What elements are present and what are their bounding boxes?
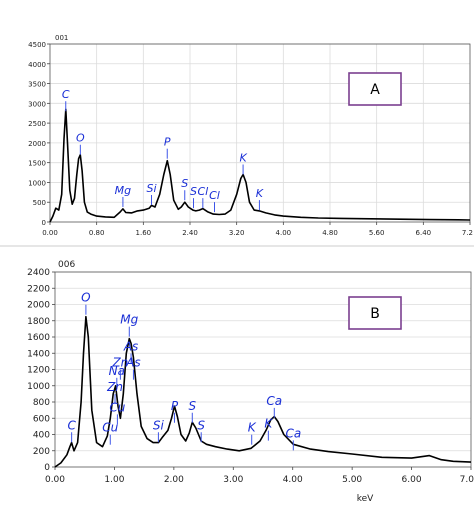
peak-label-zn: Zn bbox=[106, 380, 123, 394]
peak-label-cl: Cl bbox=[209, 189, 220, 202]
peak-label-k: K bbox=[264, 417, 273, 431]
x-tick-label: 1.60 bbox=[136, 229, 152, 237]
y-tick-label: 3500 bbox=[28, 81, 46, 89]
peak-label-zn: Zn bbox=[111, 356, 128, 370]
x-tick-label: 3.00 bbox=[223, 475, 243, 485]
x-tick-label: 4.00 bbox=[283, 475, 303, 485]
peak-label-as: As bbox=[123, 339, 138, 353]
x-tick-label: 4.00 bbox=[276, 229, 292, 237]
x-tick-label: 7.2 bbox=[462, 229, 473, 237]
x-tick-label: 7.0 bbox=[460, 475, 474, 485]
peak-label-k: K bbox=[248, 421, 257, 435]
y-tick-label: 3000 bbox=[28, 100, 46, 108]
y-tick-label: 0 bbox=[42, 219, 46, 227]
y-tick-label: 1200 bbox=[27, 366, 50, 376]
peak-label-c: C bbox=[67, 418, 76, 432]
y-tick-label: 2400 bbox=[27, 268, 50, 278]
peak-label-s: S bbox=[197, 418, 205, 432]
peak-label-s: S bbox=[190, 185, 197, 198]
y-tick-label: 0 bbox=[44, 463, 50, 473]
peak-label-o: O bbox=[81, 291, 90, 305]
y-tick-label: 2200 bbox=[27, 284, 50, 294]
y-tick-label: 4500 bbox=[28, 41, 46, 49]
peak-label-cu: Cu bbox=[102, 421, 118, 435]
spectrum-a-frame bbox=[49, 43, 471, 223]
y-tick-label: 800 bbox=[33, 398, 50, 408]
peak-label-o: O bbox=[76, 132, 85, 145]
spectrum-a-line bbox=[49, 108, 471, 223]
spectrum-b-y-ticks: 0 200 400 600 800 1000 1200 1400 1600 1800 2000 220… bbox=[27, 268, 55, 473]
peak-label-s: S bbox=[181, 177, 188, 190]
peak-label-si: Si bbox=[153, 418, 165, 432]
spectrum-a-x-ticks: 0.00 0.80 1.60 2.40 3.20 4.00 4.80 5.60 6.40 7.2 bbox=[42, 222, 473, 237]
spectrum-panel-a: 001 0 500 1000 1500 2000 2500 3000 3500 4000 4500… bbox=[28, 34, 473, 237]
peak-label-ca: Ca bbox=[285, 426, 301, 440]
peak-label-c: C bbox=[62, 88, 70, 101]
spectrum-panel-b: 006 0 200 400 600 800 1000 1200 1400 1600 1800 200… bbox=[27, 260, 474, 504]
peak-label-as: As bbox=[125, 356, 140, 370]
y-tick-label: 2000 bbox=[28, 140, 46, 148]
peak-label-mg: Mg bbox=[115, 184, 131, 197]
x-tick-label: 1.00 bbox=[104, 475, 124, 485]
x-tick-label: 4.80 bbox=[322, 229, 338, 237]
peak-label-cu: Cu bbox=[109, 400, 125, 414]
spectrum-a-header: 001 bbox=[55, 34, 68, 42]
y-tick-label: 200 bbox=[33, 447, 50, 457]
x-tick-label: 6.40 bbox=[416, 229, 432, 237]
spectrum-a-grid bbox=[50, 43, 470, 222]
y-tick-label: 1600 bbox=[27, 333, 50, 343]
y-tick-label: 1000 bbox=[27, 382, 50, 392]
spectrum-a-y-ticks: 0 500 1000 1500 2000 2500 3000 3500 4000 4500 bbox=[28, 41, 50, 227]
x-tick-label: 2.40 bbox=[182, 229, 198, 237]
y-tick-label: 500 bbox=[33, 199, 46, 207]
x-tick-label: 3.20 bbox=[229, 229, 245, 237]
x-tick-label: 0.00 bbox=[45, 475, 65, 485]
panel-b-label-box bbox=[348, 296, 402, 330]
peak-label-ca: Ca bbox=[266, 394, 282, 408]
spectrum-b-header: 006 bbox=[58, 260, 75, 270]
y-tick-label: 1800 bbox=[27, 317, 50, 327]
y-tick-label: 2000 bbox=[27, 301, 50, 311]
y-tick-label: 4000 bbox=[28, 61, 46, 69]
peak-label-na: Na bbox=[109, 364, 125, 378]
x-tick-label: 5.00 bbox=[342, 475, 362, 485]
peak-label-mg: Mg bbox=[120, 313, 138, 327]
peak-label-p: P bbox=[171, 399, 179, 413]
y-tick-label: 1500 bbox=[28, 160, 46, 168]
panel-b-label: B bbox=[370, 306, 380, 322]
y-tick-label: 400 bbox=[33, 431, 50, 441]
x-tick-label: 6.00 bbox=[402, 475, 422, 485]
x-tick-label: 0.80 bbox=[89, 229, 105, 237]
peak-label-cl: Cl bbox=[197, 185, 208, 198]
x-tick-label: 2.00 bbox=[164, 475, 184, 485]
x-tick-label: 5.60 bbox=[369, 229, 385, 237]
y-tick-label: 1400 bbox=[27, 349, 50, 359]
spectrum-b-line bbox=[54, 315, 472, 468]
y-tick-label: 1000 bbox=[28, 179, 46, 187]
spectrum-b-x-axis-label: keV bbox=[357, 494, 374, 504]
panel-a-label-box bbox=[348, 72, 402, 106]
spectrum-b-x-ticks: 0.00 1.00 2.00 3.00 4.00 5.00 6.00 7.0 bbox=[45, 467, 474, 485]
peak-label-si: Si bbox=[146, 182, 156, 195]
peak-label-k: K bbox=[239, 152, 247, 165]
peak-label-k: K bbox=[256, 187, 264, 200]
y-tick-label: 600 bbox=[33, 414, 50, 424]
peak-label-s: S bbox=[188, 399, 196, 413]
peak-label-p: P bbox=[164, 136, 171, 149]
x-tick-label: 0.00 bbox=[42, 229, 58, 237]
y-tick-label: 2500 bbox=[28, 120, 46, 128]
panel-a-label: A bbox=[370, 82, 380, 98]
